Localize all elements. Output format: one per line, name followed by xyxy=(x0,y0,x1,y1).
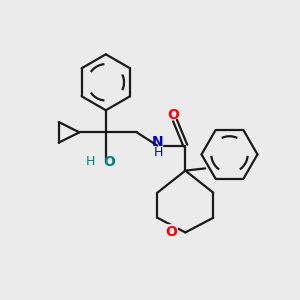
Text: O: O xyxy=(103,155,115,169)
Text: H: H xyxy=(153,146,163,159)
Text: O: O xyxy=(165,225,177,239)
Text: H: H xyxy=(86,155,95,168)
Text: N: N xyxy=(152,135,164,149)
Text: O: O xyxy=(168,108,179,122)
